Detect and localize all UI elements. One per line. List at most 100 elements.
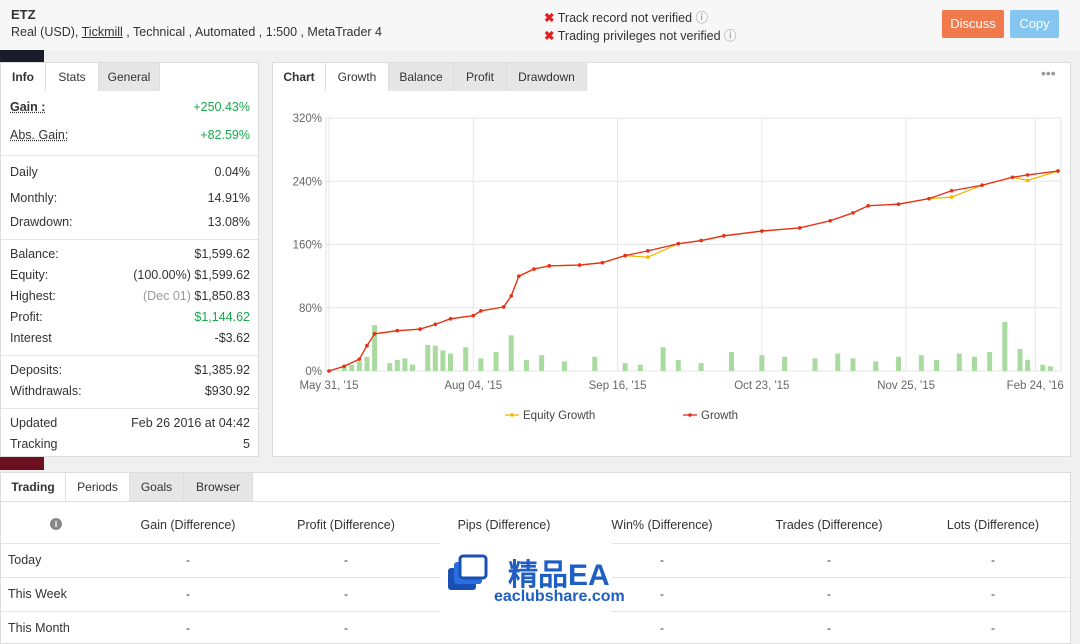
stat-value: $1,599.62 — [194, 247, 250, 261]
stats-panel: Info Stats General Gain : +250.43% Abs. Ga… — [0, 62, 259, 457]
broker-link[interactable]: Tickmill — [81, 25, 123, 39]
cell: - — [186, 587, 190, 601]
bar — [660, 347, 666, 371]
tab[interactable]: General — [99, 63, 160, 91]
stat-value: (100.00%) $1,599.62 — [133, 268, 250, 282]
stat-label: Abs. Gain: — [10, 128, 69, 142]
point — [851, 211, 855, 215]
stat-number: (100.00%) $1,599.62 — [133, 268, 250, 282]
tab[interactable]: Growth — [326, 63, 389, 91]
bar — [1002, 321, 1008, 371]
warning: ✖ Track record not verified ⓘ — [544, 11, 709, 25]
bar — [349, 364, 355, 371]
stat-number: $1,599.62 — [194, 247, 250, 261]
row-label: This Month — [8, 621, 70, 635]
column-header: Win% (Difference) — [611, 518, 713, 532]
row-label: This Week — [8, 587, 67, 601]
stat-label: Gain : — [10, 100, 46, 114]
stat-label: Interest — [10, 331, 52, 345]
bar — [622, 363, 628, 371]
account-details: Real (USD), Tickmill , Technical , Autom… — [11, 25, 382, 39]
bar — [440, 350, 446, 371]
point — [699, 238, 703, 243]
point — [646, 255, 650, 259]
x-tick-label: Aug 04, '15 — [444, 380, 502, 392]
bar — [341, 366, 347, 371]
decor — [0, 50, 44, 62]
point — [1025, 173, 1030, 177]
tab[interactable]: Drawdown — [507, 63, 587, 91]
copy-button[interactable]: Copy — [1010, 10, 1059, 38]
point — [448, 317, 453, 321]
stat-number: -$3.62 — [214, 331, 250, 345]
point — [342, 364, 346, 369]
bar — [523, 359, 529, 371]
point — [1056, 169, 1060, 173]
legend-label: Equity Growth — [523, 410, 595, 422]
bar — [493, 352, 499, 371]
tab[interactable]: Goals — [130, 473, 184, 501]
tab[interactable]: Balance — [389, 63, 454, 91]
column-header: Lots (Difference) — [946, 518, 1040, 532]
stat-number: +250.43% — [193, 100, 250, 114]
legend-dot — [510, 413, 514, 417]
stat-value: +250.43% — [193, 100, 250, 114]
x-tick-label: May 31, '15 — [299, 380, 358, 392]
info-icon[interactable]: i — [50, 518, 62, 530]
stat-number: $1,385.92 — [194, 363, 250, 377]
bar — [1047, 366, 1053, 371]
point — [828, 218, 832, 223]
bar — [1025, 359, 1031, 371]
bar — [637, 364, 643, 371]
legend-dot — [688, 413, 692, 417]
point — [927, 196, 931, 201]
warning-text: Track record not verified — [557, 11, 693, 25]
point — [577, 263, 582, 267]
point — [365, 343, 369, 348]
cell: - — [660, 587, 664, 601]
y-tick-label: 240% — [293, 176, 322, 188]
stat-number: $1,144.62 — [194, 310, 250, 324]
watermark-title: 精品EA — [508, 559, 610, 592]
tab[interactable]: Browser — [184, 473, 253, 501]
stat-label: Drawdown: — [10, 215, 73, 229]
tab[interactable]: Profit — [454, 63, 507, 91]
tab[interactable]: Periods — [66, 473, 130, 501]
tab[interactable]: Info — [1, 63, 46, 91]
point — [1025, 178, 1030, 183]
stat-number: $1,850.83 — [194, 289, 250, 303]
point — [372, 332, 377, 336]
discuss-button[interactable]: Discuss — [942, 10, 1004, 38]
bar — [432, 345, 438, 371]
cell: - — [186, 621, 190, 635]
bar — [971, 356, 977, 371]
point — [646, 249, 650, 253]
point — [760, 229, 764, 233]
menu-dots[interactable]: ••• — [1041, 65, 1056, 81]
cell: - — [344, 621, 348, 635]
point — [418, 327, 422, 331]
stat-label: Daily — [10, 165, 38, 179]
chart-panel: Chart Growth Balance Profit Drawdown •••… — [272, 62, 1071, 457]
stat-value: $1,385.92 — [194, 363, 250, 377]
cell: - — [827, 621, 831, 635]
cell: - — [186, 553, 190, 567]
stat-note: (Dec 01) — [142, 289, 191, 303]
point — [866, 203, 870, 208]
legend-label: Growth — [701, 410, 738, 422]
stat-label: Equity: — [10, 268, 49, 282]
stat-value: Feb 26 2016 at 04:42 — [131, 416, 250, 430]
decor — [0, 456, 44, 470]
y-tick-label: 80% — [299, 303, 322, 315]
tab[interactable]: Stats — [46, 63, 99, 91]
stat-number: $930.92 — [204, 384, 250, 398]
point — [327, 369, 331, 373]
stat-label: Balance: — [10, 247, 59, 261]
point — [896, 202, 901, 206]
stat-value: $1,144.62 — [194, 310, 250, 324]
cell: - — [344, 587, 348, 601]
cell: - — [991, 621, 995, 635]
point — [517, 274, 521, 278]
bar — [1040, 364, 1046, 371]
x-tick-label: Sep 16, '15 — [589, 380, 647, 392]
